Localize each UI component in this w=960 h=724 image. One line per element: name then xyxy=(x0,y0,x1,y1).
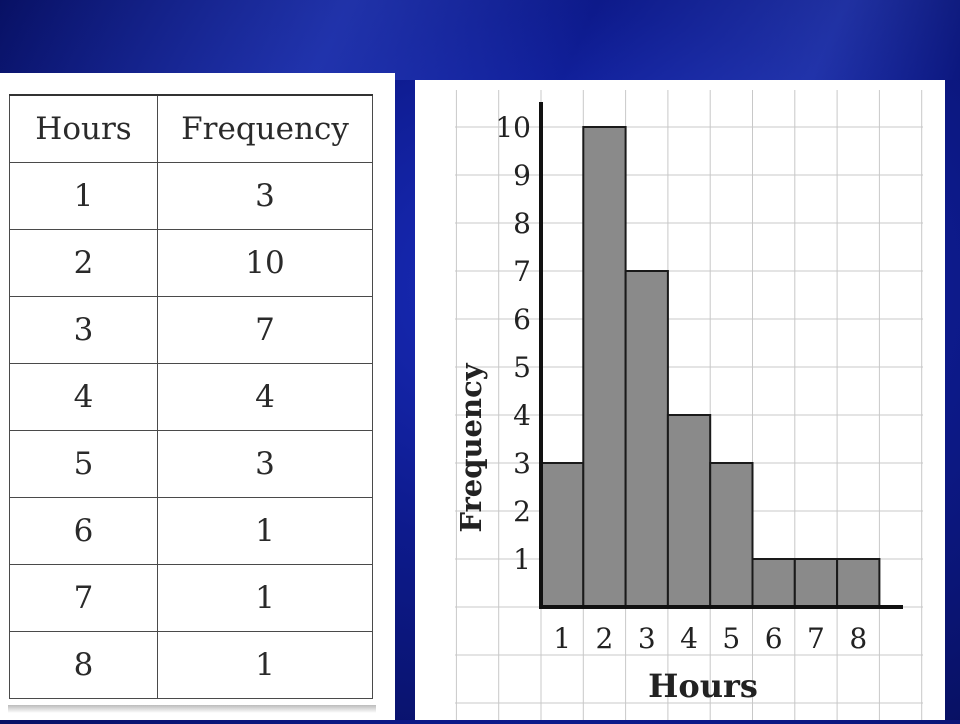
frequency-cell: 4 xyxy=(157,363,373,431)
frequency-cell: 1 xyxy=(157,564,373,632)
y-tick-label: 9 xyxy=(513,159,531,192)
x-tick-label: 6 xyxy=(765,622,783,655)
y-tick-label: 3 xyxy=(513,447,531,480)
bar-hours-1 xyxy=(540,462,585,608)
table-row: 8 1 xyxy=(9,631,373,699)
table-shadow xyxy=(8,705,376,713)
header-frequency: Frequency xyxy=(157,94,373,163)
y-tick-label: 2 xyxy=(513,495,531,528)
x-tick-label: 4 xyxy=(680,622,698,655)
bar-hours-4 xyxy=(666,414,712,608)
frequency-cell: 1 xyxy=(157,631,373,699)
table-row: 2 10 xyxy=(9,229,373,297)
x-tick-label: 7 xyxy=(807,622,825,655)
table-row: 7 1 xyxy=(9,564,373,632)
chart-axes xyxy=(539,102,903,609)
x-axis-label: Hours xyxy=(648,667,758,705)
frequency-cell: 3 xyxy=(157,162,373,230)
frequency-cell: 1 xyxy=(157,497,373,565)
y-tick-label: 5 xyxy=(513,351,531,384)
frequency-cell: 7 xyxy=(157,296,373,364)
table-row: 1 3 xyxy=(9,162,373,230)
x-tick-label: 3 xyxy=(638,622,656,655)
table-row: 5 3 xyxy=(9,430,373,498)
hours-cell: 1 xyxy=(9,162,158,230)
y-tick-labels: 1 2 3 4 5 6 7 8 9 10 xyxy=(495,111,531,576)
hours-cell: 2 xyxy=(9,229,158,297)
table-header-row: Hours Frequency xyxy=(9,94,373,163)
y-tick-label: 7 xyxy=(513,255,531,288)
y-tick-label: 8 xyxy=(513,207,531,240)
table-row: 4 4 xyxy=(9,363,373,431)
y-axis-label: Frequency xyxy=(454,362,488,532)
y-tick-label: 1 xyxy=(513,543,531,576)
hours-cell: 6 xyxy=(9,497,158,565)
frequency-table: Hours Frequency 1 3 2 10 3 7 4 4 5 xyxy=(9,94,373,699)
frequency-cell: 3 xyxy=(157,430,373,498)
hours-cell: 7 xyxy=(9,564,158,632)
bar-hours-5 xyxy=(709,462,754,608)
hours-cell: 4 xyxy=(9,363,158,431)
bar-hours-2 xyxy=(582,126,627,608)
background-streak xyxy=(0,0,960,80)
header-hours: Hours xyxy=(9,94,158,163)
y-tick-label: 10 xyxy=(495,111,531,144)
x-tick-label: 8 xyxy=(849,622,867,655)
table-row: 6 1 xyxy=(9,497,373,565)
y-tick-label: 6 xyxy=(513,303,531,336)
y-tick-label: 4 xyxy=(513,399,531,432)
table-panel: Hours Frequency 1 3 2 10 3 7 4 4 5 xyxy=(0,73,395,720)
bar-hours-3 xyxy=(624,270,669,608)
frequency-cell: 10 xyxy=(157,229,373,297)
hours-cell: 5 xyxy=(9,430,158,498)
x-tick-label: 1 xyxy=(553,622,571,655)
x-tick-label: 5 xyxy=(722,622,740,655)
bar-hours-6 xyxy=(751,558,796,608)
table-row: 3 7 xyxy=(9,296,373,364)
hours-cell: 3 xyxy=(9,296,158,364)
hours-cell: 8 xyxy=(9,631,158,699)
bar-hours-8 xyxy=(836,558,881,608)
bar-hours-7 xyxy=(793,558,839,608)
x-tick-label: 2 xyxy=(596,622,614,655)
